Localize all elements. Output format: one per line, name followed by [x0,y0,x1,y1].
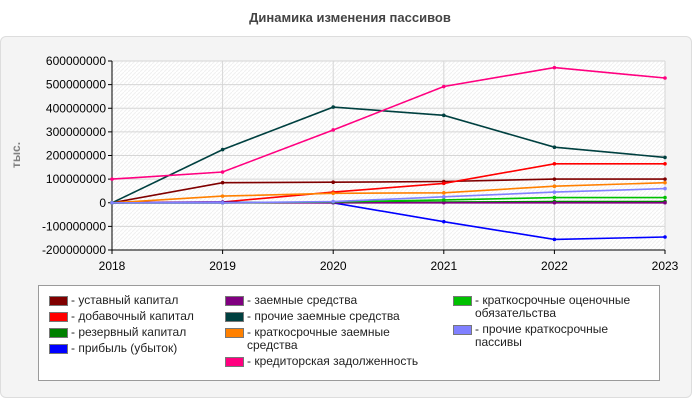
data-point [663,155,667,160]
x-tick-label: 2021 [430,259,457,273]
data-point [663,161,667,166]
series-line [111,181,666,204]
legend-item: - прибыль (убыток) [49,342,199,355]
legend-item: - прочие заемные средства [225,310,435,323]
legend-swatch [225,312,244,322]
legend-label: - краткосрочные оценочные обязательства [475,293,634,320]
legend-swatch [225,357,244,367]
series-line [111,178,665,204]
data-point [331,191,336,196]
legend-item: - краткосрочные оценочные обязательства [453,294,653,320]
legend-swatch [49,328,68,338]
data-point [442,200,446,205]
legend-swatch [49,296,68,306]
data-point [552,177,557,181]
y-tick-label: 400000000 [46,101,106,115]
series-9 [110,186,667,205]
data-point [220,147,225,152]
legend-swatch [453,325,472,335]
axis-layer [108,60,666,254]
legend-swatch [225,328,244,338]
series-line [112,187,666,204]
legend-label: - прочие заемные средства [247,309,400,323]
x-tick-label: 2022 [541,259,568,273]
data-point [331,180,336,184]
data-point [663,235,667,239]
data-point [552,195,557,200]
legend-item: - краткосрочные заемные средства [225,326,435,352]
chart-title: Динамика изменения пассивов [249,10,451,25]
data-point [663,195,667,200]
data-point [663,200,667,205]
series-7 [110,65,667,181]
x-tick-label: 2018 [99,259,126,273]
data-point [552,65,557,70]
data-point [663,76,667,80]
x-tick-label: 2019 [209,259,236,273]
legend-item: - заемные средства [225,294,435,307]
data-point [442,84,446,89]
data-point [552,184,557,189]
legend-item: - резервный капитал [49,326,199,339]
y-tick-label: 600000000 [46,54,106,68]
data-point [442,195,446,199]
data-point [331,199,336,204]
y-tick-label: 500000000 [46,78,106,92]
data-point [552,237,557,242]
data-point [220,180,225,185]
legend-swatch [49,344,68,354]
legend-item: - уставный капитал [49,294,199,307]
y-tick-label: -200000000 [42,243,106,257]
legend-label: - краткосрочные заемные средства [247,325,394,352]
legend-label: - уставный капитал [71,293,179,307]
data-point [110,177,114,181]
legend-label: - резервный капитал [71,325,187,339]
data-point [220,170,225,174]
data-point [442,198,446,202]
data-point [442,181,446,186]
data-point [552,190,557,194]
legend-item: - кредиторская задолженность [225,355,435,368]
legend-label: - заемные средства [247,293,358,307]
series-layer [110,65,667,242]
y-tick-label: 200000000 [46,149,106,163]
data-point [552,145,557,150]
data-point [110,200,114,205]
data-point [663,186,667,191]
legend-label: - прочие краткосрочные пассивы [475,322,612,349]
series-0 [110,177,667,205]
y-tick-label: 0 [99,196,106,210]
series-line [111,106,666,204]
y-tick-label: 300000000 [46,125,106,139]
legend-swatch [49,312,68,322]
data-point [663,177,667,181]
data-point [442,219,446,224]
legend-label: - добавочный капитал [71,309,194,323]
data-point [331,128,336,132]
series-line [111,66,666,180]
data-point [663,180,667,185]
x-tick-label: 2023 [652,259,679,273]
x-tick-label: 2020 [320,259,347,273]
legend: - уставный капитал - добавочный капитал - … [38,285,660,381]
y-axis-title: тыс. [9,142,23,168]
legend-swatch [225,296,244,306]
legend-label: - кредиторская задолженность [247,354,419,368]
data-point [220,194,225,198]
legend-label: - прибыль (убыток) [71,341,178,355]
legend-item: - добавочный капитал [49,310,199,323]
data-point [331,105,336,109]
y-tick-label: -100000000 [42,219,106,233]
data-point [220,200,225,205]
y-tick-label: 100000000 [46,172,106,186]
legend-swatch [453,296,472,306]
tick-label-layer: 600000000 500000000 400000000 300000000 2000… [42,54,679,273]
data-point [552,200,557,205]
data-point [442,113,446,118]
legend-item: - прочие краткосрочные пассивы [453,323,653,349]
data-point [442,191,446,195]
data-point [552,161,557,166]
